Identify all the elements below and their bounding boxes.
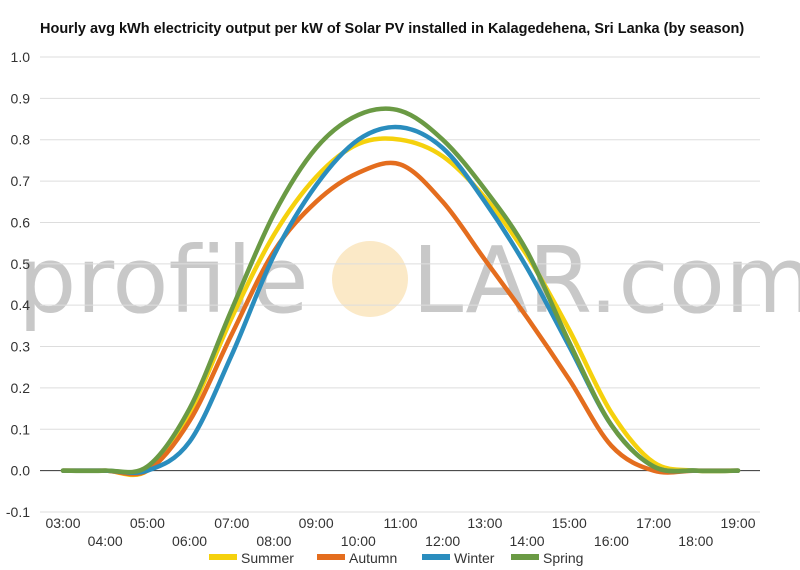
legend-swatch [422, 554, 450, 560]
y-tick-label: 0.1 [11, 421, 31, 437]
y-tick-label: 1.0 [11, 49, 31, 65]
x-tick-label: 14:00 [510, 533, 545, 549]
series-lines [60, 106, 741, 478]
watermark-text-right: LAR.com [412, 227, 800, 334]
legend-label: Autumn [349, 550, 397, 566]
chart-title: Hourly avg kWh electricity output per kW… [40, 21, 744, 37]
series-line-autumn [60, 160, 741, 477]
series-line-spring [60, 106, 741, 475]
y-tick-label: 0.4 [11, 297, 31, 313]
x-tick-label: 18:00 [678, 533, 713, 549]
y-tick-label: 0.0 [11, 463, 31, 479]
x-tick-label: 12:00 [425, 533, 460, 549]
x-axis-ticks: 03:00 05:00 07:00 09:00 11:00 13:00 15:00 17:00… [45, 515, 755, 549]
x-tick-label: 07:00 [214, 515, 249, 531]
legend-swatch [317, 554, 345, 560]
watermark: profile LAR.com [18, 227, 800, 334]
legend-item-autumn: Autumn [317, 550, 397, 566]
watermark-sun-icon [332, 241, 408, 317]
legend-swatch [209, 554, 237, 560]
y-tick-label: -0.1 [6, 504, 30, 520]
x-tick-label: 06:00 [172, 533, 207, 549]
y-tick-label: 0.3 [11, 339, 31, 355]
x-tick-label: 05:00 [130, 515, 165, 531]
y-tick-label: 0.7 [11, 173, 31, 189]
legend-label: Winter [454, 550, 495, 566]
x-tick-label: 03:00 [45, 515, 80, 531]
x-tick-label: 04:00 [88, 533, 123, 549]
x-tick-label: 10:00 [341, 533, 376, 549]
y-tick-label: 0.6 [11, 214, 31, 230]
x-tick-label: 16:00 [594, 533, 629, 549]
legend-item-winter: Winter [422, 550, 495, 566]
legend-item-spring: Spring [511, 550, 583, 566]
y-tick-label: 0.2 [11, 380, 31, 396]
legend-swatch [511, 554, 539, 560]
x-tick-label: 13:00 [467, 515, 502, 531]
y-tick-label: 0.8 [11, 132, 31, 148]
legend-item-summer: Summer [209, 550, 294, 566]
x-tick-label: 11:00 [384, 515, 418, 531]
y-axis-ticks: 1.0 0.9 0.8 0.7 0.6 0.5 0.4 0.3 0.2 0.1 0.0 -0.1 [6, 49, 30, 520]
x-tick-label: 17:00 [636, 515, 671, 531]
y-tick-label: 0.5 [11, 256, 31, 272]
gridlines [40, 56, 760, 513]
x-tick-label: 09:00 [299, 515, 334, 531]
legend-label: Summer [241, 550, 294, 566]
x-tick-label: 15:00 [552, 515, 587, 531]
y-tick-label: 0.9 [11, 90, 31, 106]
x-tick-label: 19:00 [720, 515, 755, 531]
legend: Summer Autumn Winter Spring [209, 550, 583, 566]
x-tick-label: 08:00 [256, 533, 291, 549]
legend-label: Spring [543, 550, 583, 566]
